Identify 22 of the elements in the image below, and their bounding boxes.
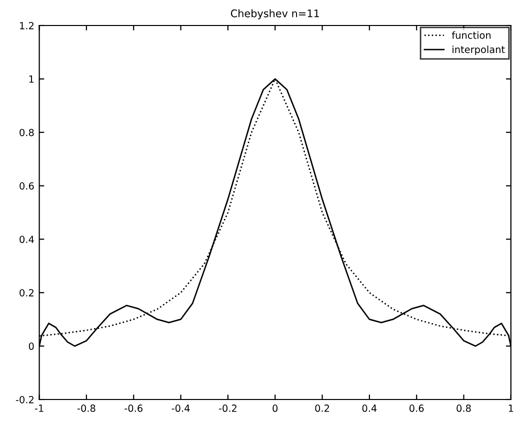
- x-tick-label: 0: [272, 404, 278, 412]
- x-tick-label: 0.4: [362, 404, 377, 412]
- legend-label: function: [452, 31, 491, 39]
- y-tick-label: 0.8: [20, 128, 34, 136]
- y-tick-label: 0.6: [20, 182, 34, 190]
- x-tick-label: 1: [508, 404, 514, 412]
- x-tick-label: 0.6: [409, 404, 424, 412]
- x-tick-label: -0.8: [77, 404, 96, 412]
- x-tick-label: -0.4: [172, 404, 190, 412]
- y-tick-label: 1.2: [20, 22, 34, 30]
- x-tick-label: -0.2: [218, 404, 236, 412]
- y-tick-label: -0.2: [16, 396, 34, 404]
- x-tick-label: 0.8: [456, 404, 471, 412]
- y-tick-label: 1: [29, 76, 34, 83]
- x-tick-label: 0.2: [315, 404, 330, 412]
- y-tick-label: 0.2: [20, 289, 34, 296]
- legend-label: interpolant: [452, 46, 505, 56]
- x-tick-label: -1: [34, 404, 44, 412]
- x-tick-label: -0.6: [124, 404, 142, 412]
- y-tick-label: 0: [28, 342, 34, 350]
- y-tick-label: 0.4: [20, 236, 34, 244]
- chart-title: Chebyshev n=11: [230, 9, 319, 20]
